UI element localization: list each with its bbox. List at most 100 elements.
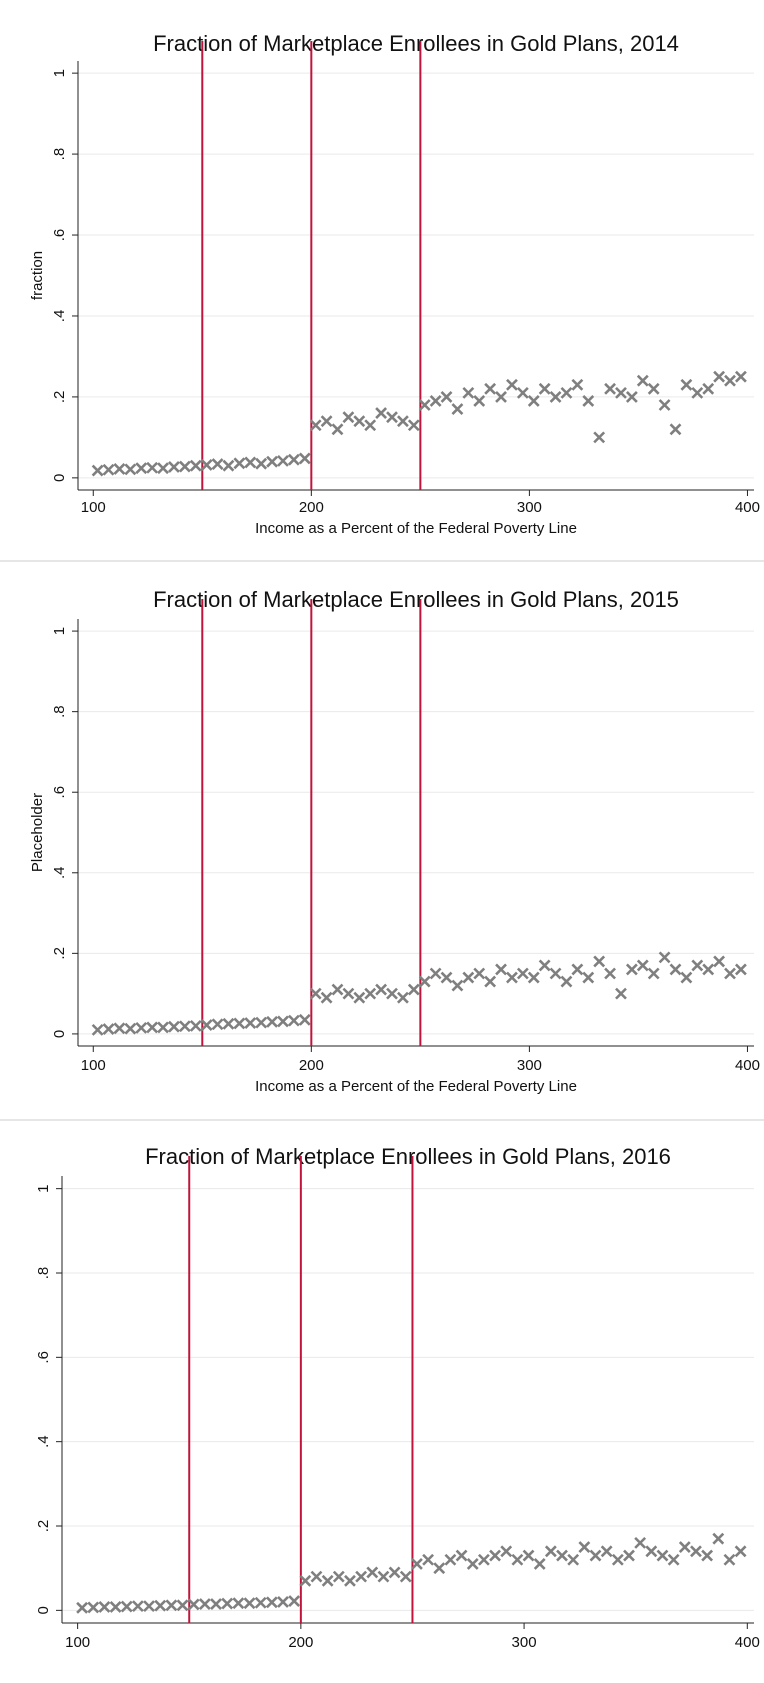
scatter-point xyxy=(344,1574,356,1587)
scatter-point xyxy=(495,390,507,403)
scatter-point xyxy=(734,370,747,383)
scatter-point xyxy=(331,423,344,436)
scatter-point xyxy=(277,1596,289,1608)
scatter-point xyxy=(466,1558,479,1570)
scatter-point xyxy=(332,1570,345,1583)
scatter-point xyxy=(265,1596,278,1609)
scatter-point xyxy=(691,959,704,972)
scatter-point xyxy=(615,987,627,1000)
scatter-point xyxy=(604,382,616,395)
scatter-point xyxy=(396,991,409,1004)
scatter-point xyxy=(538,959,551,972)
x-axis-label: Income as a Percent of the Federal Pover… xyxy=(255,1078,577,1095)
scatter-point xyxy=(522,1549,535,1562)
scatter-point xyxy=(506,971,518,984)
scatter-point xyxy=(634,1536,647,1549)
scatter-point xyxy=(189,459,202,472)
scatter-point xyxy=(669,963,682,976)
scatter-point xyxy=(647,967,660,980)
scatter-point xyxy=(131,1600,144,1613)
x-tick-label: 300 xyxy=(517,1057,542,1074)
scatter-point xyxy=(353,991,366,1004)
scatter-point xyxy=(157,1021,169,1034)
y-tick-label: 0 xyxy=(51,1030,68,1038)
scatter-point xyxy=(418,399,431,411)
scatter-point xyxy=(462,971,475,984)
scatter-point xyxy=(298,452,311,465)
scatter-point xyxy=(222,1017,235,1030)
scatter-point xyxy=(143,1600,155,1613)
scatter-point xyxy=(702,382,715,395)
scatter-point xyxy=(636,374,649,387)
scatter-point xyxy=(702,963,715,976)
scatter-point xyxy=(168,1020,180,1033)
x-tick-label: 400 xyxy=(735,1057,760,1074)
scatter-point xyxy=(232,1597,245,1610)
scatter-point xyxy=(690,1545,702,1558)
scatter-point xyxy=(221,1597,234,1610)
y-tick-label: .8 xyxy=(35,1267,52,1280)
scatter-point xyxy=(287,453,300,466)
y-tick-label: .8 xyxy=(51,705,68,718)
scatter-point xyxy=(309,419,322,432)
scatter-point xyxy=(255,457,268,470)
scatter-point xyxy=(135,1021,148,1034)
scatter-point xyxy=(109,1601,122,1613)
scatter-point xyxy=(511,1553,524,1566)
scatter-point xyxy=(680,378,693,391)
scatter-point xyxy=(473,967,486,980)
scatter-point xyxy=(418,975,431,988)
y-tick-label: .4 xyxy=(35,1435,52,1448)
scatter-point xyxy=(527,395,540,407)
scatter-point xyxy=(168,461,180,473)
scatter-point xyxy=(200,1019,213,1031)
scatter-point xyxy=(455,1549,468,1562)
scatter-point xyxy=(477,1553,490,1566)
scatter-point xyxy=(433,1562,446,1575)
scatter-point xyxy=(189,1019,202,1032)
scatter-point xyxy=(713,955,726,968)
scatter-point xyxy=(724,967,736,980)
x-tick-label: 200 xyxy=(288,1634,313,1651)
scatter-point xyxy=(600,1545,613,1558)
scatter-point xyxy=(178,1020,191,1033)
scatter-point xyxy=(211,1018,224,1031)
scatter-point xyxy=(113,1022,126,1035)
scatter-point xyxy=(582,395,595,407)
chart-title: Fraction of Marketplace Enrollees in Gol… xyxy=(145,1144,671,1169)
scatter-point xyxy=(120,1600,133,1613)
scatter-point xyxy=(91,464,104,477)
scatter-point xyxy=(560,386,573,399)
scatter-point xyxy=(124,463,137,476)
scatter-point xyxy=(611,1553,624,1566)
scatter-point xyxy=(146,461,159,474)
x-tick-label: 300 xyxy=(512,1634,537,1651)
scatter-point xyxy=(549,967,562,980)
scatter-point xyxy=(310,1570,323,1583)
x-tick-label: 300 xyxy=(517,499,542,516)
scatter-point xyxy=(451,979,464,992)
scatter-point xyxy=(154,1599,167,1612)
scatter-point xyxy=(527,971,540,984)
scatter-point xyxy=(233,457,246,470)
chart-title: Fraction of Marketplace Enrollees in Gol… xyxy=(153,587,679,612)
scatter-point xyxy=(375,983,388,996)
scatter-point xyxy=(244,456,257,469)
scatter-point xyxy=(473,395,486,407)
y-tick-label: 0 xyxy=(35,1606,52,1614)
x-tick-label: 200 xyxy=(299,1057,324,1074)
scatter-point xyxy=(444,1553,457,1566)
scatter-point xyxy=(320,415,333,428)
scatter-point xyxy=(713,370,726,383)
scatter-point xyxy=(198,1598,211,1610)
scatter-point xyxy=(484,975,497,988)
scatter-point xyxy=(462,386,475,399)
y-tick-label: 1 xyxy=(51,69,68,77)
y-tick-label: 1 xyxy=(35,1184,52,1192)
scatter-point xyxy=(567,1553,580,1566)
scatter-point xyxy=(386,411,398,424)
y-tick-label: .6 xyxy=(51,229,68,242)
scatter-point xyxy=(578,1541,591,1554)
